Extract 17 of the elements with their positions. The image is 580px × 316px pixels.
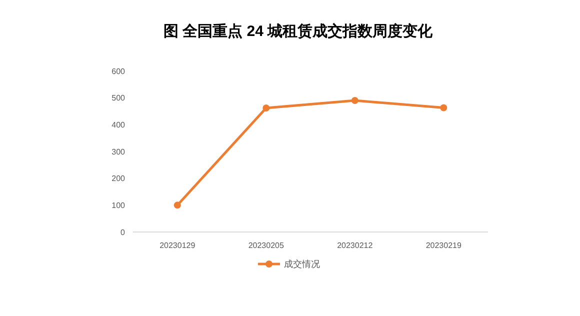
x-tick-label: 20230205: [248, 241, 284, 250]
point: [174, 202, 181, 209]
chart-title: 图 全国重点 24 城租赁成交指数周度变化: [163, 22, 434, 40]
x-tick-label: 20230129: [160, 241, 196, 250]
point: [351, 97, 358, 104]
y-tick-label: 600: [112, 66, 126, 76]
y-tick-label: 100: [112, 200, 126, 210]
legend-label: 成交情况: [284, 259, 320, 270]
x-tick-label: 20230219: [426, 241, 462, 250]
y-tick-label: 0: [120, 228, 126, 237]
y-tick-label: 500: [112, 94, 126, 103]
y-tick-label: 200: [112, 174, 126, 184]
y-tick-label: 400: [112, 120, 126, 130]
x-tick-label: 20230212: [337, 241, 374, 250]
point: [440, 104, 448, 112]
y-tick-label: 300: [112, 147, 126, 156]
point: [262, 104, 270, 112]
